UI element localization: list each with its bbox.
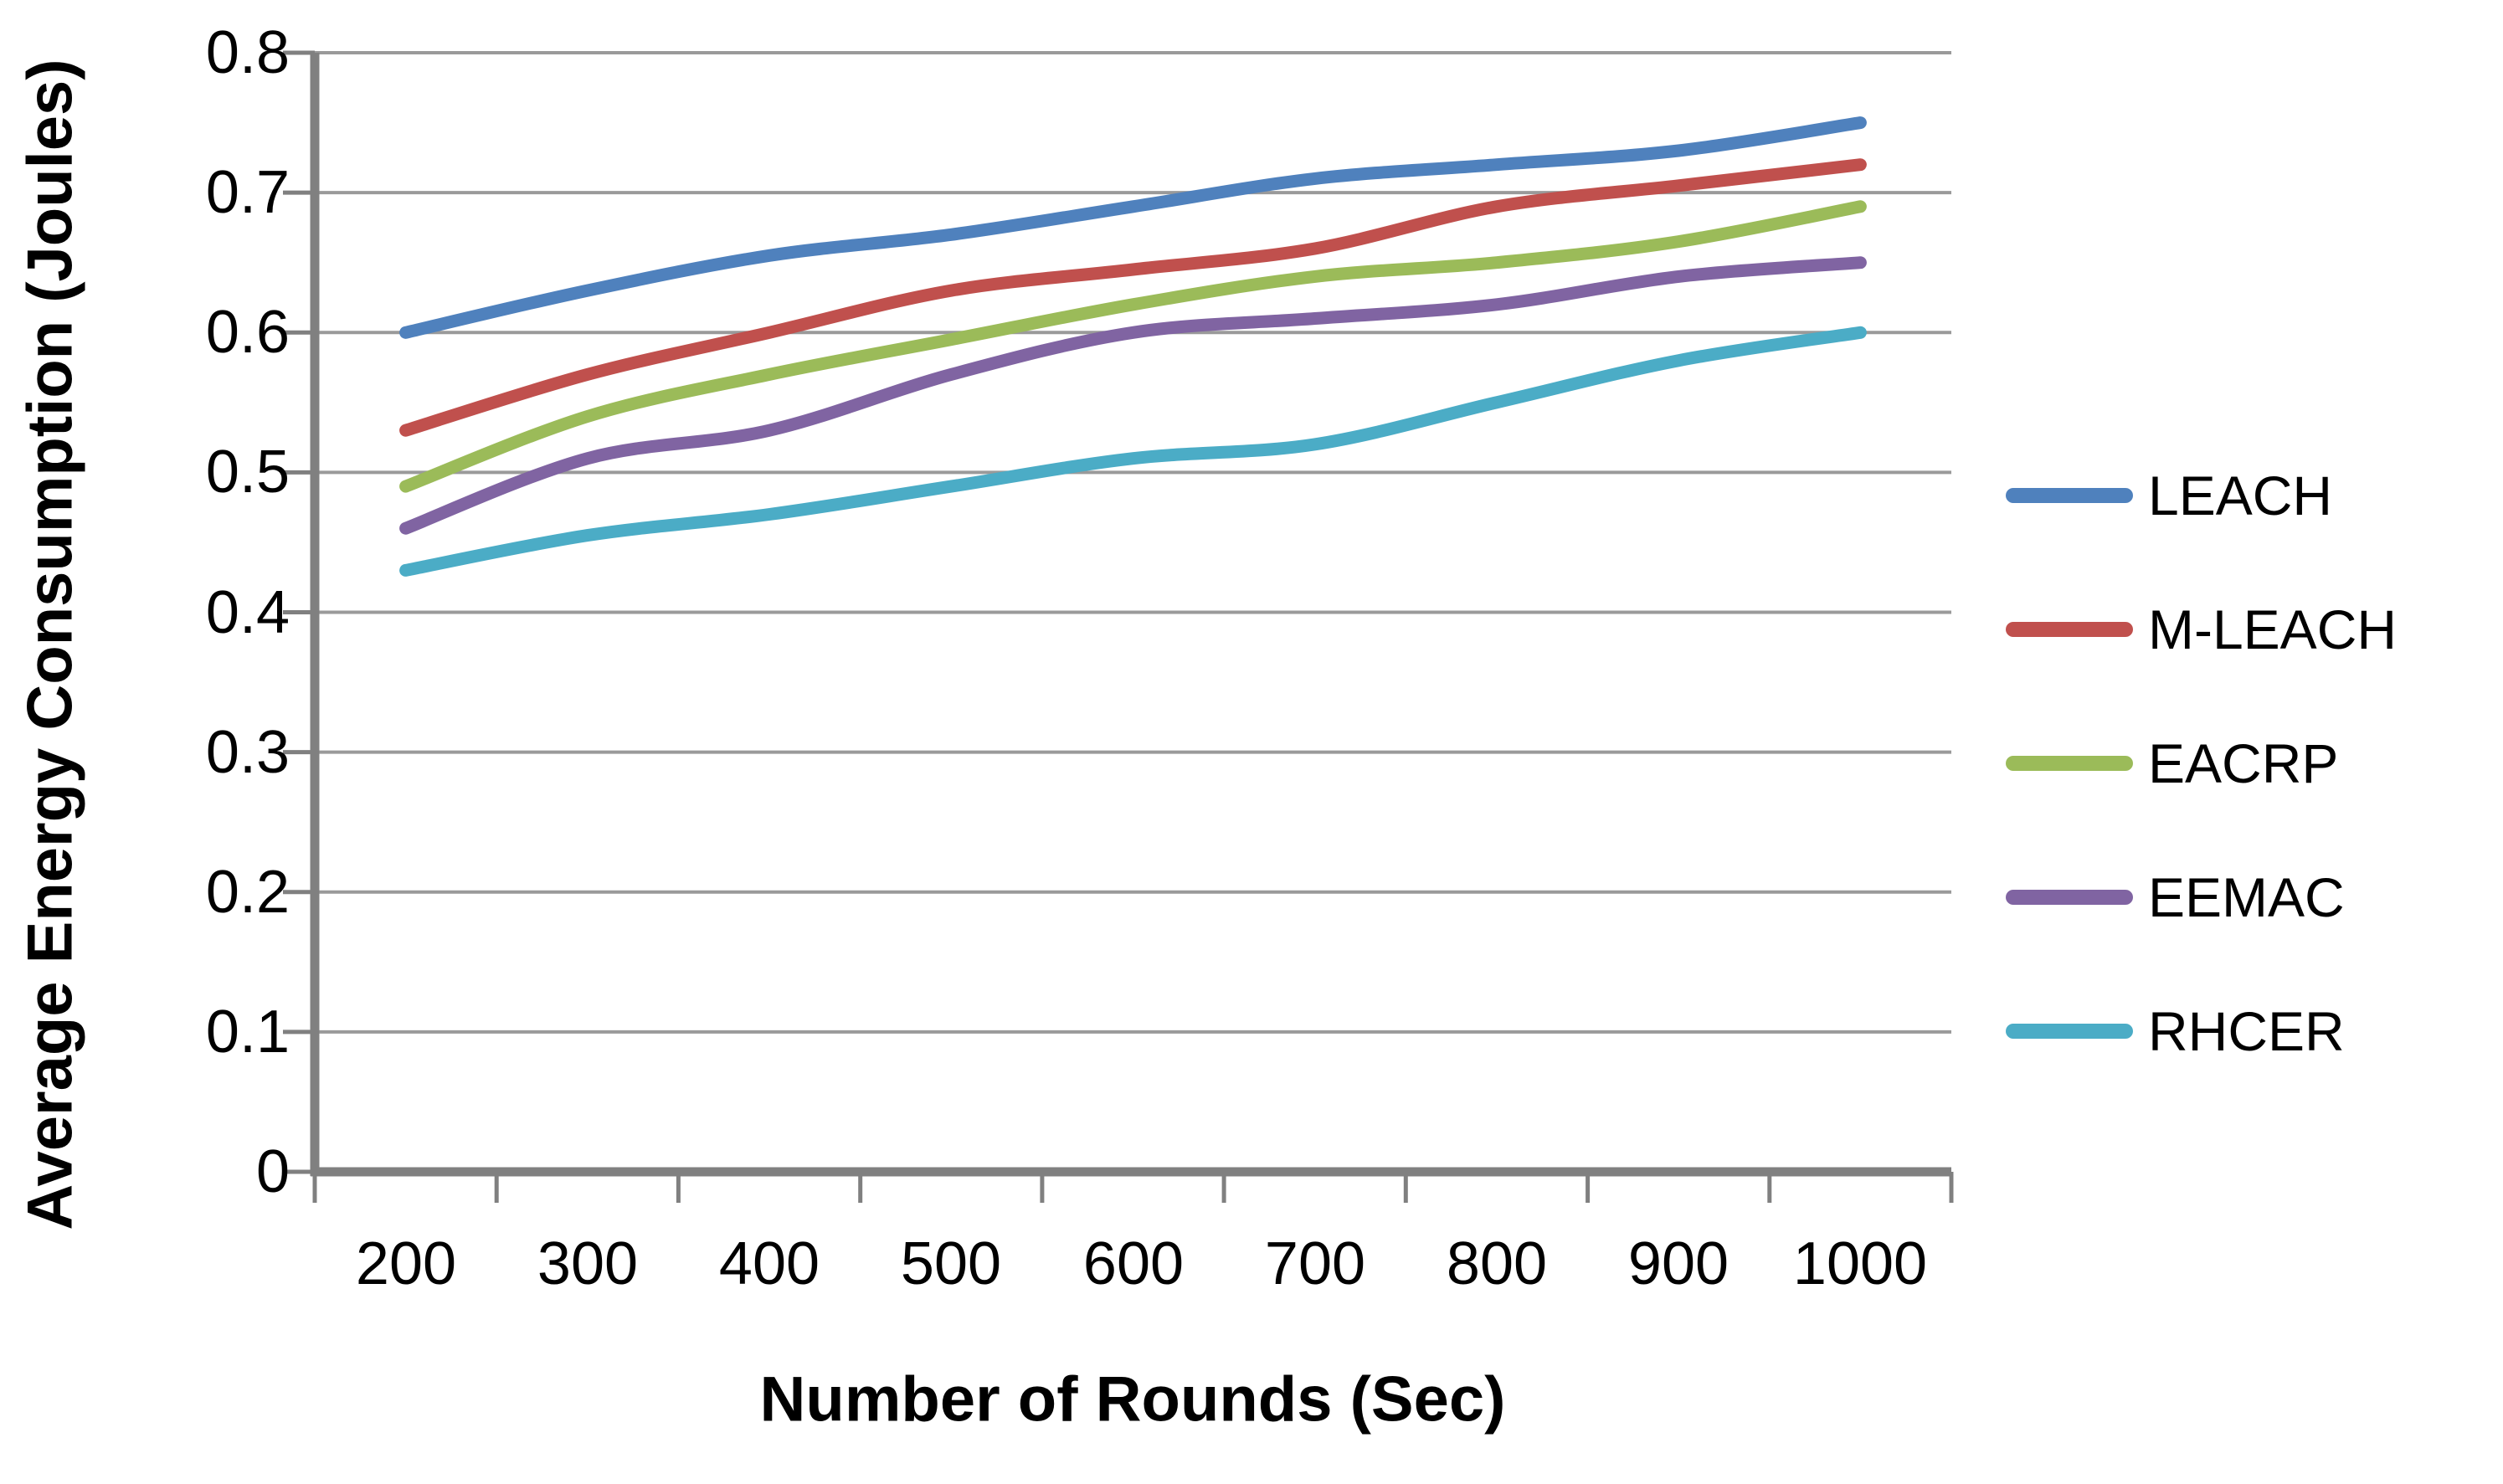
x-tick-label: 300 bbox=[537, 1230, 639, 1297]
legend-label-leach: LEACH bbox=[2148, 465, 2333, 526]
y-tick-label: 0.4 bbox=[205, 579, 290, 646]
x-tick-label: 1000 bbox=[1792, 1230, 1928, 1297]
series-line-m-leach bbox=[399, 158, 1867, 437]
legend-swatch-eemac bbox=[2006, 890, 2133, 905]
y-tick-label: 0.1 bbox=[205, 999, 290, 1066]
legend-item-eemac: EEMAC bbox=[2006, 830, 2397, 964]
x-tick-label: 700 bbox=[1264, 1230, 1366, 1297]
legend-swatch-m-leach bbox=[2006, 622, 2133, 637]
x-tick-label: 400 bbox=[718, 1230, 820, 1297]
x-tick-label: 800 bbox=[1446, 1230, 1548, 1297]
legend-swatch-leach bbox=[2006, 488, 2133, 503]
x-axis-title: Number of Rounds (Sec) bbox=[759, 1363, 1506, 1435]
legend-label-rhcer: RHCER bbox=[2148, 1000, 2345, 1062]
legend-swatch-rhcer bbox=[2006, 1024, 2133, 1039]
y-tick-label: 0.2 bbox=[205, 859, 290, 926]
y-axis-title: Average Energy Consumption (Joules) bbox=[14, 59, 86, 1230]
series-line-leach bbox=[399, 116, 1867, 339]
legend-label-m-leach: M-LEACH bbox=[2148, 598, 2398, 660]
legend-item-m-leach: M-LEACH bbox=[2006, 562, 2397, 696]
y-tick-label: 0.3 bbox=[205, 719, 290, 786]
chart-legend: LEACH M-LEACH EACRP EEMAC RHCER bbox=[2006, 429, 2397, 1098]
y-tick-label: 0.6 bbox=[205, 299, 290, 366]
series-line-eacrp bbox=[399, 200, 1867, 493]
x-tick-label: 600 bbox=[1082, 1230, 1185, 1297]
series-line-rhcer bbox=[399, 326, 1867, 577]
y-tick-label: 0.7 bbox=[205, 159, 290, 226]
y-tick-label: 0.8 bbox=[205, 19, 290, 86]
x-tick-label: 500 bbox=[900, 1230, 1002, 1297]
x-tick-label: 900 bbox=[1627, 1230, 1729, 1297]
legend-item-eacrp: EACRP bbox=[2006, 696, 2397, 830]
y-tick-label: 0.5 bbox=[205, 439, 290, 506]
y-tick-label: 0 bbox=[255, 1138, 290, 1205]
series-line-eemac bbox=[399, 256, 1867, 535]
legend-item-rhcer: RHCER bbox=[2006, 964, 2397, 1098]
legend-label-eacrp: EACRP bbox=[2148, 732, 2339, 794]
legend-label-eemac: EEMAC bbox=[2148, 866, 2345, 928]
legend-item-leach: LEACH bbox=[2006, 429, 2397, 562]
legend-swatch-eacrp bbox=[2006, 756, 2133, 771]
x-tick-label: 200 bbox=[355, 1230, 457, 1297]
